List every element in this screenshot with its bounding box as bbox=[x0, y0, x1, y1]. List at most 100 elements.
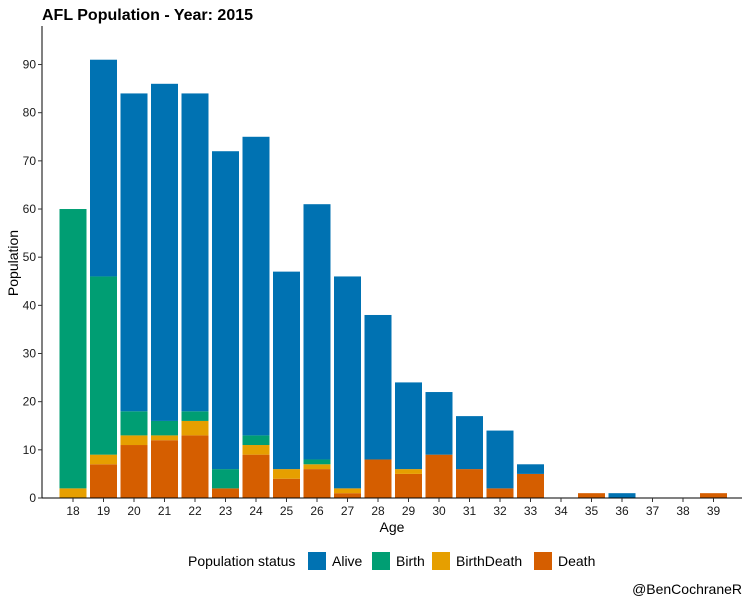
legend-label-birthdeath: BirthDeath bbox=[456, 553, 522, 569]
bar-birth-24 bbox=[242, 435, 270, 446]
bar-death-33 bbox=[517, 473, 544, 498]
bar-birth-18 bbox=[59, 209, 87, 489]
legend-label-alive: Alive bbox=[332, 553, 363, 569]
bar-alive-19 bbox=[90, 59, 117, 277]
bar-death-30 bbox=[425, 454, 453, 498]
legend-key-death bbox=[534, 552, 552, 570]
legend-label-death: Death bbox=[558, 553, 595, 569]
y-tick-label: 10 bbox=[23, 443, 37, 457]
x-tick-label: 27 bbox=[341, 504, 355, 518]
bar-birthdeath-26 bbox=[303, 464, 331, 470]
x-tick-label: 28 bbox=[371, 504, 385, 518]
bars-group bbox=[59, 59, 727, 498]
x-tick-label: 36 bbox=[615, 504, 629, 518]
bar-birth-23 bbox=[212, 469, 239, 489]
bar-death-26 bbox=[303, 469, 331, 498]
bar-birth-26 bbox=[303, 459, 331, 465]
x-axis-title: Age bbox=[380, 519, 405, 535]
x-tick-label: 33 bbox=[524, 504, 538, 518]
bar-birthdeath-18 bbox=[59, 488, 87, 498]
x-tick-label: 26 bbox=[310, 504, 324, 518]
y-tick-label: 60 bbox=[23, 202, 37, 216]
bar-death-32 bbox=[486, 488, 514, 498]
bar-alive-36 bbox=[608, 493, 636, 498]
x-tick-label: 32 bbox=[493, 504, 507, 518]
bar-birthdeath-19 bbox=[90, 454, 117, 465]
x-tick-label: 20 bbox=[127, 504, 141, 518]
y-tick-label: 80 bbox=[23, 106, 37, 120]
x-tick-label: 24 bbox=[249, 504, 263, 518]
x-tick-label: 39 bbox=[707, 504, 721, 518]
bar-alive-21 bbox=[151, 83, 178, 421]
y-tick-label: 90 bbox=[23, 58, 37, 72]
bar-death-23 bbox=[212, 488, 239, 498]
y-tick-label: 20 bbox=[23, 395, 37, 409]
bar-death-25 bbox=[273, 478, 300, 498]
bar-birthdeath-20 bbox=[120, 435, 148, 446]
y-axis-title: Population bbox=[5, 230, 21, 296]
chart-title: AFL Population - Year: 2015 bbox=[42, 7, 253, 24]
y-tick-label: 0 bbox=[29, 491, 36, 505]
bar-alive-23 bbox=[212, 151, 239, 470]
bar-death-20 bbox=[120, 445, 148, 498]
bar-birthdeath-24 bbox=[242, 445, 270, 455]
bar-death-28 bbox=[364, 459, 392, 498]
x-tick-label: 29 bbox=[402, 504, 416, 518]
bar-death-19 bbox=[90, 464, 117, 498]
legend-title: Population status bbox=[188, 553, 295, 569]
x-tick-label: 18 bbox=[66, 504, 80, 518]
bar-death-27 bbox=[334, 493, 361, 498]
bar-birth-22 bbox=[181, 411, 209, 421]
bar-birthdeath-21 bbox=[151, 435, 178, 441]
legend-key-birthdeath bbox=[432, 552, 450, 570]
bar-death-21 bbox=[151, 440, 178, 498]
bar-alive-26 bbox=[303, 204, 331, 460]
bar-alive-27 bbox=[334, 276, 361, 489]
bar-birth-19 bbox=[90, 276, 117, 455]
x-tick-label: 23 bbox=[219, 504, 233, 518]
bar-alive-22 bbox=[181, 93, 209, 412]
bar-alive-25 bbox=[273, 271, 300, 470]
bar-death-24 bbox=[242, 454, 270, 498]
bar-alive-30 bbox=[425, 392, 453, 455]
bar-death-31 bbox=[456, 469, 483, 498]
bar-death-22 bbox=[181, 435, 209, 498]
bar-death-39 bbox=[700, 493, 727, 498]
bar-death-29 bbox=[395, 473, 422, 498]
bar-birthdeath-27 bbox=[334, 488, 361, 494]
bar-birthdeath-22 bbox=[181, 420, 209, 436]
x-tick-label: 30 bbox=[432, 504, 446, 518]
legend-key-alive bbox=[308, 552, 326, 570]
chart-caption: @BenCochraneR bbox=[632, 581, 742, 597]
bar-alive-20 bbox=[120, 93, 148, 412]
bar-alive-31 bbox=[456, 416, 483, 470]
x-tick-label: 31 bbox=[463, 504, 477, 518]
bar-birthdeath-29 bbox=[395, 469, 422, 474]
axes-group: 0 10 20 30 40 50 60 70 80 90 18 19 20 21 22 23 24 25 26 27 2… bbox=[23, 26, 742, 518]
bar-alive-32 bbox=[486, 430, 514, 489]
legend: Population status Alive Birth BirthDeath De… bbox=[188, 552, 595, 570]
x-tick-label: 38 bbox=[676, 504, 690, 518]
y-tick-label: 70 bbox=[23, 154, 37, 168]
bar-alive-29 bbox=[395, 382, 422, 470]
x-tick-label: 34 bbox=[554, 504, 568, 518]
x-tick-label: 35 bbox=[585, 504, 599, 518]
x-tick-label: 25 bbox=[280, 504, 294, 518]
legend-key-birth bbox=[372, 552, 390, 570]
y-tick-label: 40 bbox=[23, 298, 37, 312]
bar-alive-28 bbox=[364, 314, 392, 460]
x-tick-label: 21 bbox=[158, 504, 172, 518]
y-tick-label: 30 bbox=[23, 347, 37, 361]
bar-death-35 bbox=[578, 493, 605, 498]
x-tick-label: 22 bbox=[188, 504, 202, 518]
bar-birth-21 bbox=[151, 420, 178, 436]
bar-birth-20 bbox=[120, 411, 148, 436]
bar-alive-33 bbox=[517, 464, 544, 474]
y-tick-label: 50 bbox=[23, 250, 37, 264]
legend-label-birth: Birth bbox=[396, 553, 425, 569]
x-tick-label: 19 bbox=[97, 504, 111, 518]
bar-alive-24 bbox=[242, 136, 270, 436]
bar-birthdeath-25 bbox=[273, 469, 300, 479]
x-tick-label: 37 bbox=[646, 504, 660, 518]
